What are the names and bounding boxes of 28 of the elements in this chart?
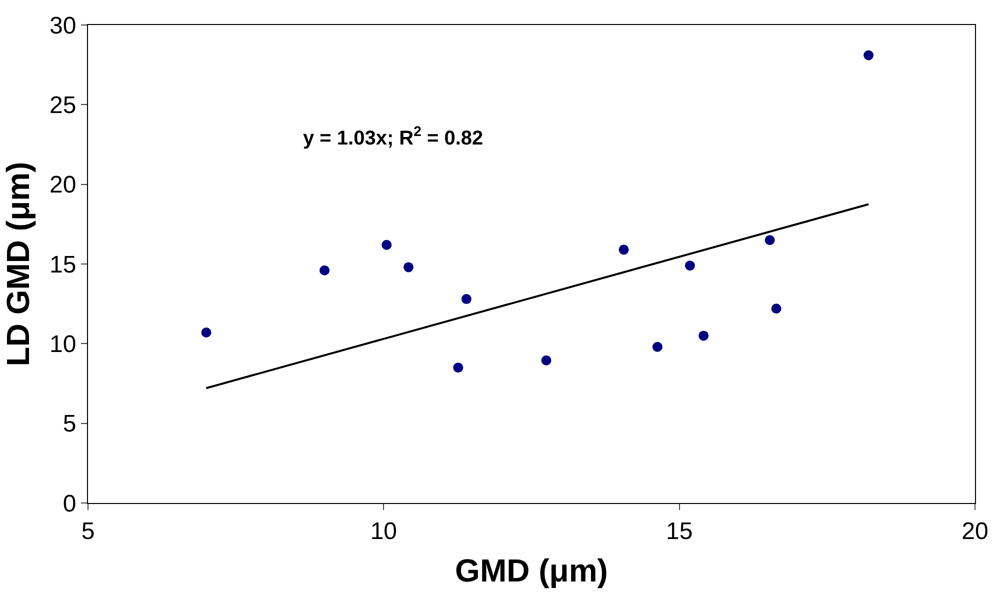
x-tick-label: 15 bbox=[666, 518, 693, 545]
x-tick-label: 20 bbox=[962, 518, 988, 545]
point bbox=[461, 294, 472, 304]
y-tick-label: 20 bbox=[49, 172, 76, 199]
point bbox=[771, 304, 782, 314]
point bbox=[201, 328, 212, 338]
y-axis-title: LD GMD (μm) bbox=[0, 162, 36, 366]
point bbox=[652, 342, 662, 352]
point bbox=[453, 362, 464, 373]
point bbox=[404, 262, 414, 272]
point bbox=[320, 265, 330, 276]
point bbox=[764, 235, 775, 246]
point bbox=[382, 240, 392, 250]
y-tick-label: 10 bbox=[49, 331, 76, 358]
y-tick-label: 25 bbox=[49, 92, 76, 120]
point bbox=[684, 260, 695, 271]
point bbox=[541, 355, 552, 366]
y-tick-label: 15 bbox=[49, 251, 76, 278]
annotation: y = 1.03x; R$^{2}$ = 0.82 bbox=[303, 123, 484, 150]
x-tick-label: 5 bbox=[81, 518, 95, 545]
y-tick-label: 0 bbox=[62, 490, 76, 518]
point bbox=[698, 330, 709, 341]
x-tick-label: 10 bbox=[370, 518, 398, 545]
point bbox=[864, 50, 874, 60]
point bbox=[618, 244, 629, 255]
x-axis-title: GMD (μm) bbox=[455, 552, 608, 589]
y-tick-label: 5 bbox=[62, 410, 76, 438]
y-tick-label: 30 bbox=[49, 12, 76, 40]
